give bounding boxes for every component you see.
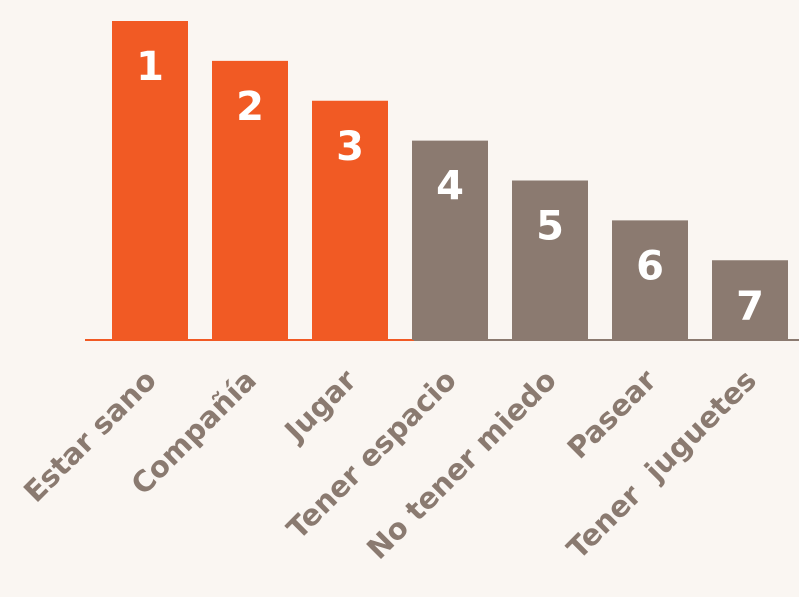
x-tick-label: Pasear bbox=[561, 362, 664, 465]
bar bbox=[412, 140, 488, 340]
bar bbox=[312, 100, 388, 340]
bar bbox=[712, 260, 788, 340]
bar-label: 7 bbox=[736, 283, 764, 329]
x-tick-label: Tener espacio bbox=[280, 363, 463, 546]
bar-label: 4 bbox=[436, 164, 464, 210]
bar bbox=[212, 60, 288, 340]
bar bbox=[512, 180, 588, 340]
x-tick-label: No tener miedo bbox=[360, 363, 563, 566]
bar-label: 6 bbox=[636, 243, 664, 289]
x-tick-label: Tener juguetes bbox=[560, 363, 763, 566]
bar-label: 5 bbox=[536, 204, 564, 250]
bar bbox=[612, 220, 688, 340]
bar-label: 3 bbox=[336, 124, 364, 170]
x-tick-label: Jugar bbox=[277, 362, 364, 449]
bar-label: 2 bbox=[236, 84, 264, 130]
bar-label: 1 bbox=[136, 44, 164, 90]
bar bbox=[112, 21, 188, 340]
